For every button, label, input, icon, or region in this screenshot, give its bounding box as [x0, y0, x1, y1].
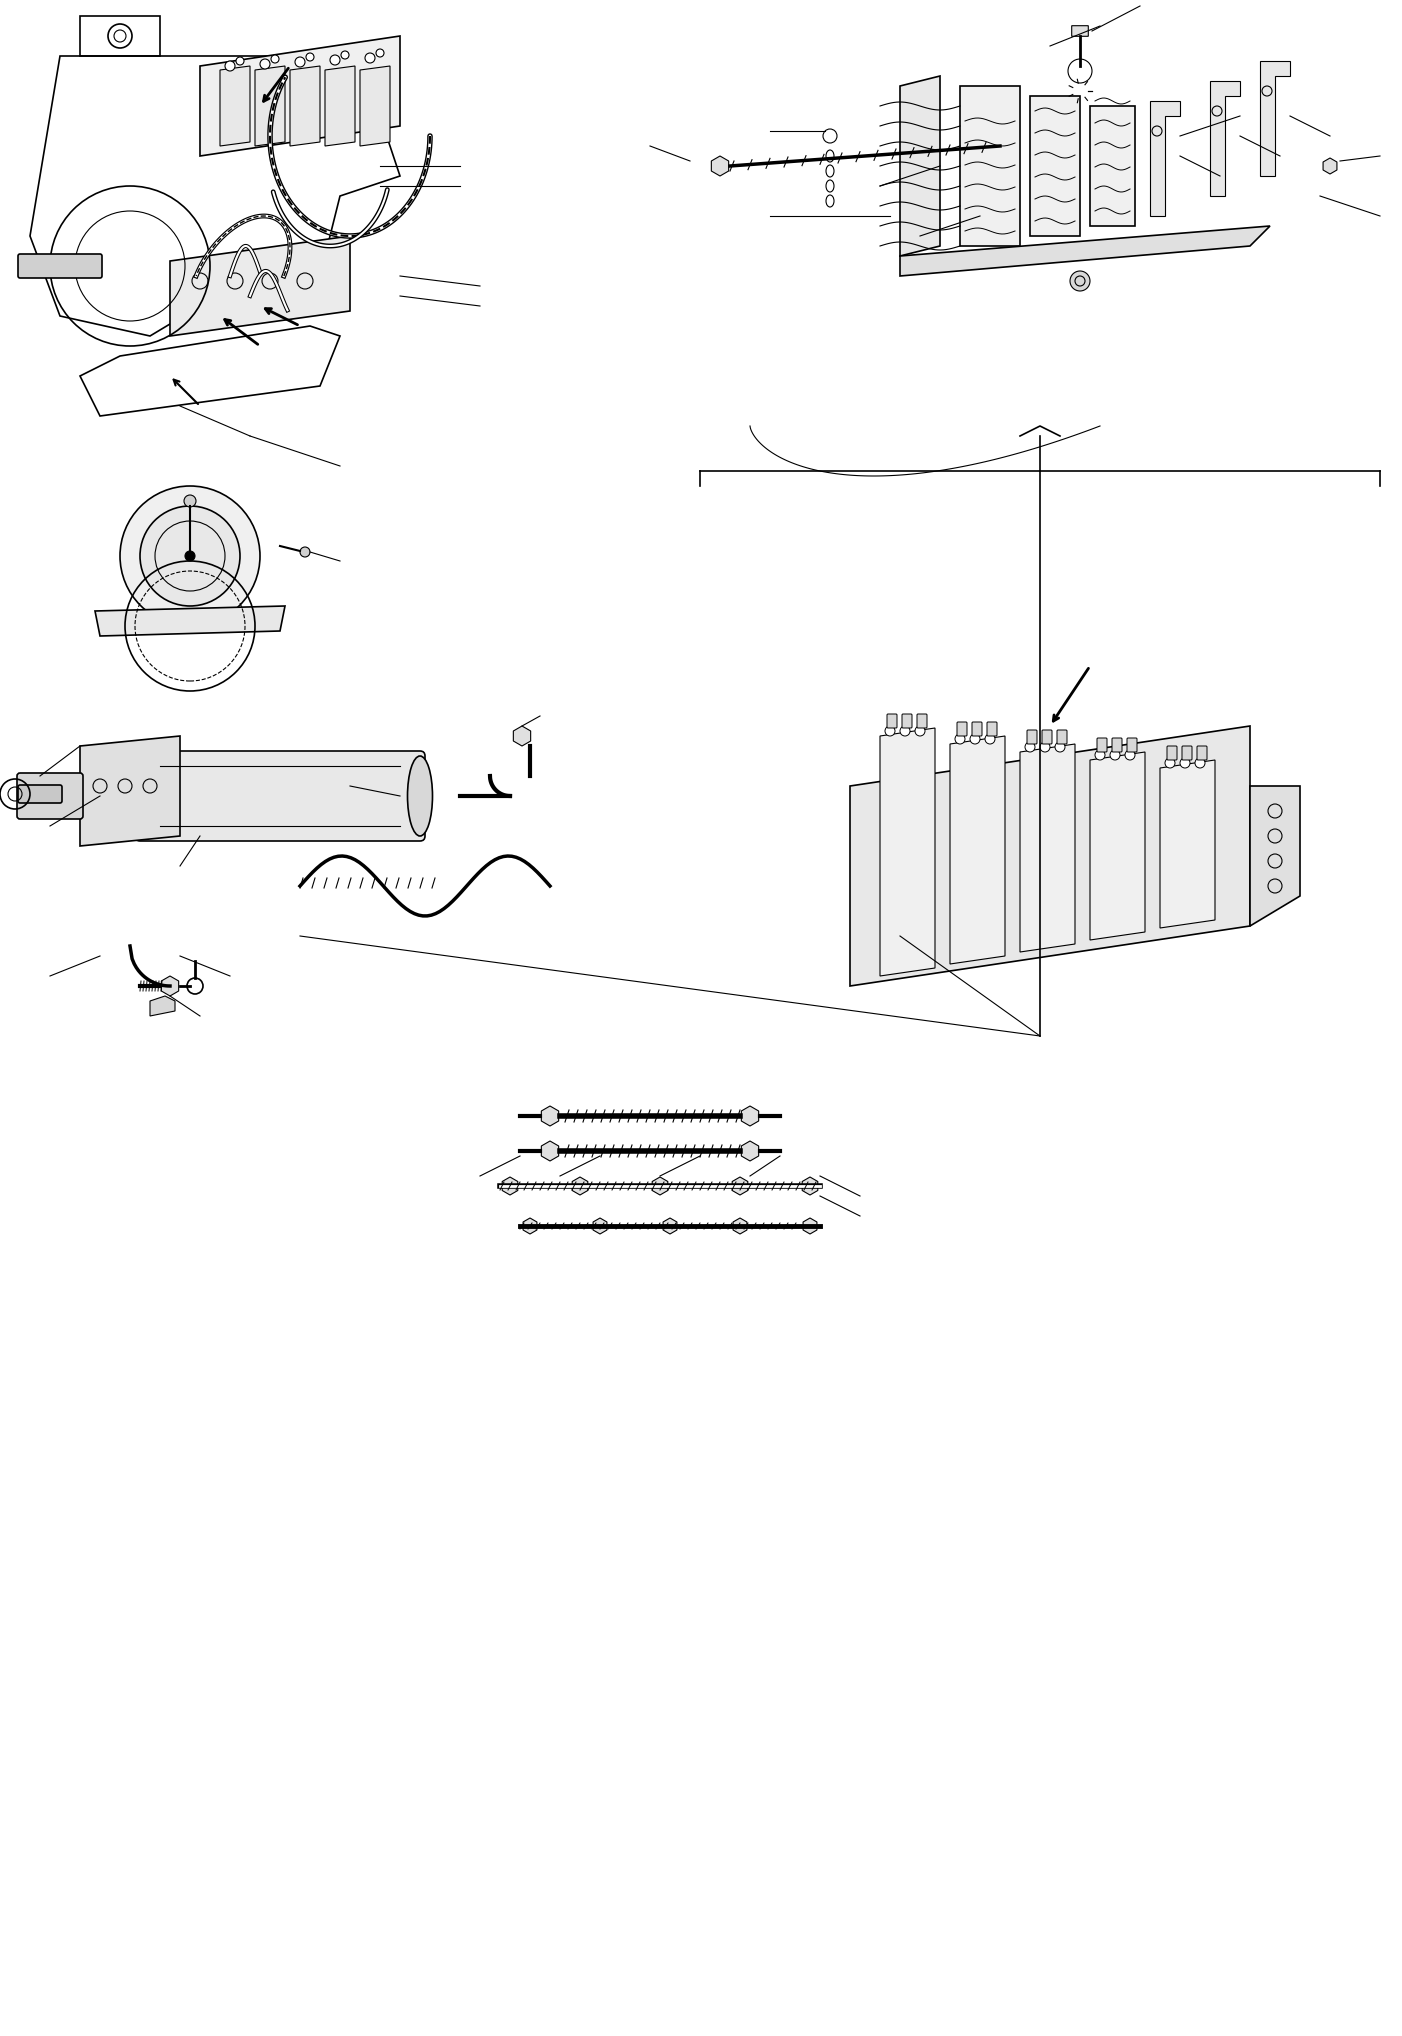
Polygon shape	[850, 727, 1251, 985]
FancyBboxPatch shape	[987, 723, 997, 735]
Circle shape	[955, 735, 965, 743]
Circle shape	[376, 49, 384, 57]
Circle shape	[1165, 757, 1175, 768]
Polygon shape	[900, 226, 1270, 277]
Polygon shape	[1251, 786, 1300, 926]
FancyBboxPatch shape	[1030, 96, 1080, 236]
Circle shape	[185, 552, 195, 562]
FancyBboxPatch shape	[1127, 737, 1137, 751]
FancyBboxPatch shape	[1096, 737, 1108, 751]
Polygon shape	[1150, 102, 1180, 216]
FancyBboxPatch shape	[1182, 745, 1192, 759]
FancyBboxPatch shape	[135, 751, 425, 841]
Circle shape	[1025, 741, 1035, 751]
FancyBboxPatch shape	[1071, 26, 1088, 37]
Circle shape	[1070, 271, 1089, 291]
Polygon shape	[290, 65, 320, 147]
Polygon shape	[1089, 751, 1145, 941]
FancyBboxPatch shape	[972, 723, 981, 735]
Polygon shape	[1210, 81, 1239, 195]
Circle shape	[329, 55, 341, 65]
Circle shape	[306, 53, 314, 61]
Polygon shape	[900, 75, 939, 257]
Polygon shape	[170, 236, 350, 336]
FancyBboxPatch shape	[958, 723, 967, 735]
FancyBboxPatch shape	[960, 86, 1021, 246]
FancyBboxPatch shape	[887, 715, 897, 729]
Circle shape	[900, 727, 910, 735]
FancyBboxPatch shape	[1197, 745, 1207, 759]
Polygon shape	[80, 735, 179, 847]
FancyBboxPatch shape	[1166, 745, 1178, 759]
Polygon shape	[255, 65, 285, 147]
Circle shape	[885, 727, 894, 735]
Circle shape	[184, 495, 196, 507]
Circle shape	[1054, 741, 1066, 751]
Circle shape	[1124, 749, 1136, 759]
FancyBboxPatch shape	[1057, 731, 1067, 743]
Circle shape	[970, 735, 980, 743]
FancyBboxPatch shape	[901, 715, 911, 729]
FancyBboxPatch shape	[1042, 731, 1052, 743]
Circle shape	[140, 507, 240, 607]
Circle shape	[1180, 757, 1190, 768]
FancyBboxPatch shape	[18, 254, 102, 279]
Circle shape	[365, 53, 374, 63]
Circle shape	[1040, 741, 1050, 751]
FancyBboxPatch shape	[917, 715, 927, 729]
Circle shape	[1195, 757, 1204, 768]
Ellipse shape	[408, 755, 432, 837]
FancyBboxPatch shape	[1089, 106, 1136, 226]
FancyBboxPatch shape	[1112, 737, 1122, 751]
Circle shape	[986, 735, 995, 743]
Circle shape	[1110, 749, 1120, 759]
Circle shape	[294, 57, 306, 67]
Circle shape	[224, 61, 236, 71]
Circle shape	[341, 51, 349, 59]
Polygon shape	[1159, 759, 1216, 928]
FancyBboxPatch shape	[18, 786, 62, 802]
Polygon shape	[880, 729, 935, 975]
Polygon shape	[951, 735, 1005, 963]
FancyBboxPatch shape	[1028, 731, 1037, 743]
Circle shape	[916, 727, 925, 735]
Polygon shape	[200, 37, 400, 157]
Circle shape	[1095, 749, 1105, 759]
Polygon shape	[1021, 743, 1075, 953]
Circle shape	[259, 59, 271, 69]
Polygon shape	[360, 65, 390, 147]
Polygon shape	[1260, 61, 1290, 175]
Polygon shape	[150, 996, 175, 1016]
Polygon shape	[220, 65, 250, 147]
Circle shape	[271, 55, 279, 63]
FancyBboxPatch shape	[17, 774, 83, 818]
Circle shape	[236, 57, 244, 65]
Circle shape	[121, 487, 259, 625]
Polygon shape	[95, 607, 285, 635]
Circle shape	[300, 548, 310, 558]
Polygon shape	[325, 65, 355, 147]
